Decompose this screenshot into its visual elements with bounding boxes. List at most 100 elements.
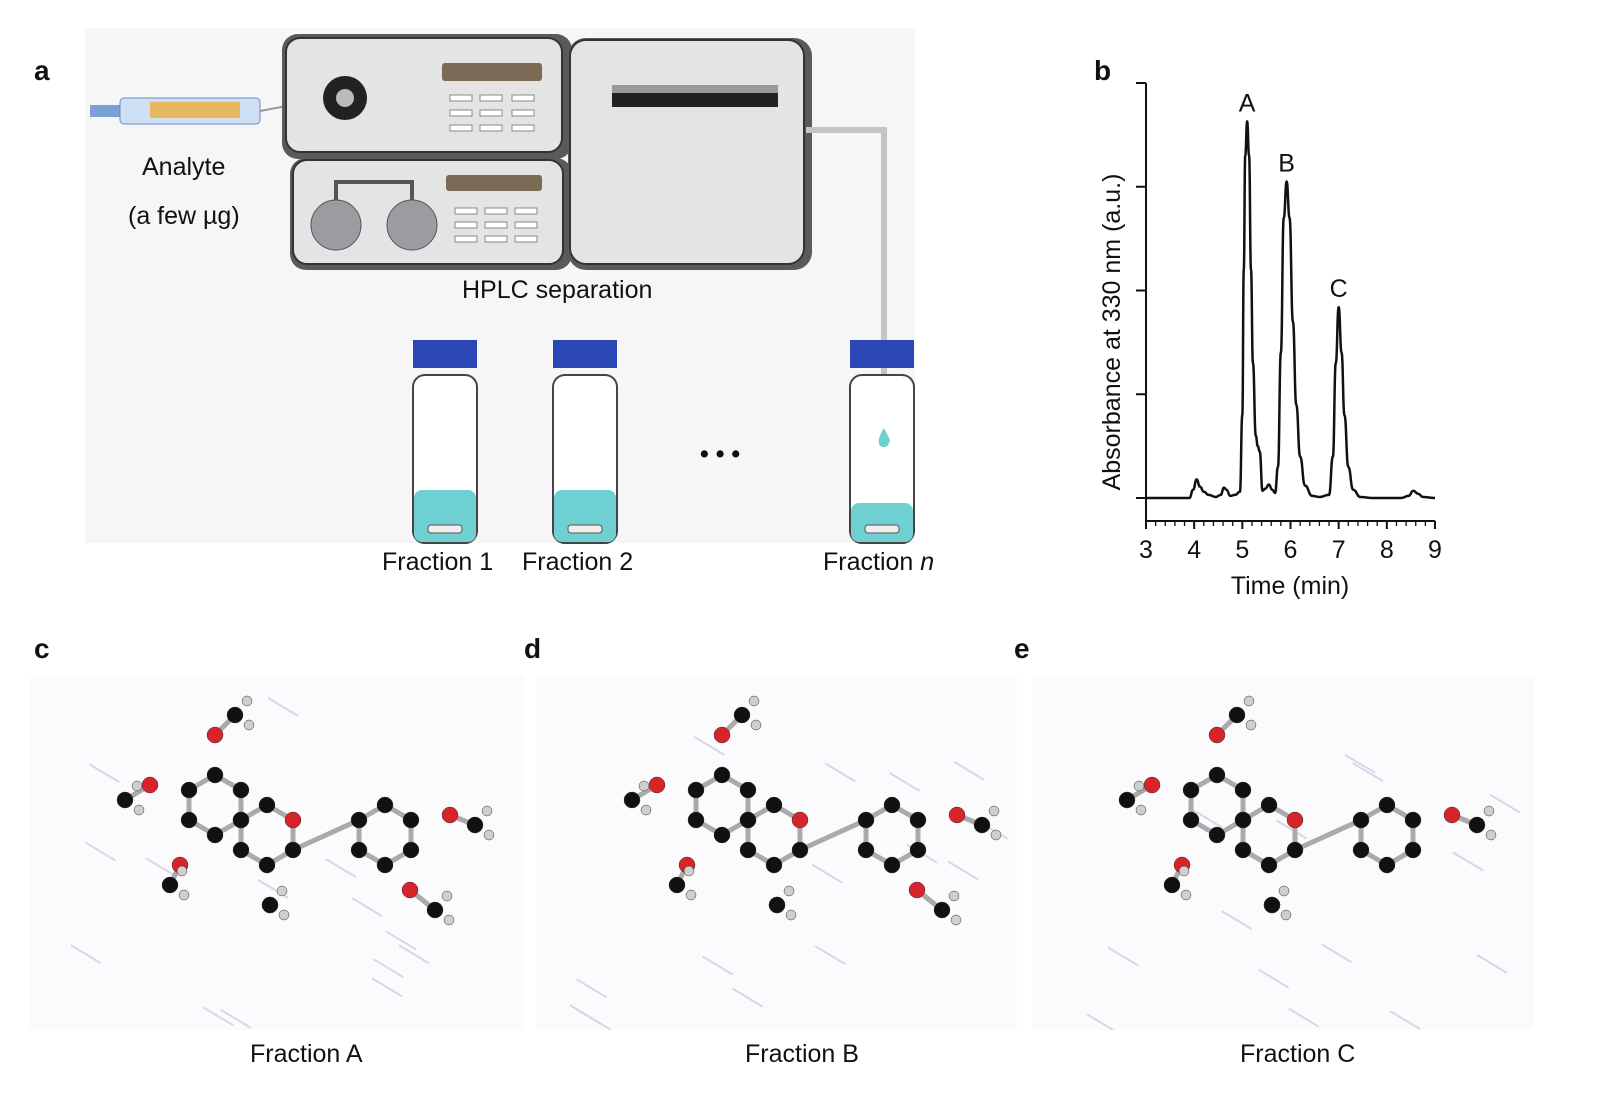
carbon-atom <box>792 842 808 858</box>
fraction-n-prefix: Fraction <box>823 548 920 576</box>
y-axis-label: Absorbance at 330 nm (a.u.) <box>1098 174 1126 491</box>
carbon-atom <box>740 782 756 798</box>
carbon-atom <box>740 812 756 828</box>
carbon-atom <box>1183 812 1199 828</box>
hydrogen-atom <box>639 781 649 791</box>
hydrogen-atom <box>1181 890 1191 900</box>
carbon-atom <box>688 782 704 798</box>
caption-fraction-a: Fraction A <box>250 1040 363 1069</box>
carbon-atom <box>233 812 249 828</box>
hydrogen-atom <box>484 830 494 840</box>
carbon-atom <box>910 842 926 858</box>
peak-label-A: A <box>1239 89 1256 117</box>
carbon-atom <box>1405 812 1421 828</box>
hydrogen-atom <box>991 830 1001 840</box>
oxygen-atom <box>949 807 965 823</box>
oxygen-atom <box>1144 777 1160 793</box>
carbon-atom <box>769 897 785 913</box>
carbon-atom <box>1405 842 1421 858</box>
hydrogen-atom <box>1134 781 1144 791</box>
molecule-background <box>1032 675 1534 1030</box>
carbon-atom <box>162 877 178 893</box>
hydrogen-atom <box>242 696 252 706</box>
hydrogen-atom <box>1244 696 1254 706</box>
hplc-injector-unit <box>282 34 572 159</box>
peak-label-B: B <box>1278 150 1295 178</box>
x-tick-label: 9 <box>1428 536 1442 564</box>
carbon-atom <box>262 897 278 913</box>
carbon-atom <box>377 857 393 873</box>
carbon-atom <box>1119 792 1135 808</box>
carbon-atom <box>1164 877 1180 893</box>
hydrogen-atom <box>1279 886 1289 896</box>
molecule-fraction-c <box>1032 675 1534 1030</box>
molecule-fraction-b <box>537 675 1017 1030</box>
x-tick-label: 8 <box>1380 536 1394 564</box>
hydrogen-atom <box>1136 805 1146 815</box>
carbon-atom <box>1235 812 1251 828</box>
hydrogen-atom <box>444 915 454 925</box>
hydrogen-atom <box>132 781 142 791</box>
ellipsis: • • • <box>700 440 740 469</box>
hydrogen-atom <box>179 890 189 900</box>
oxygen-atom <box>1287 812 1303 828</box>
hydrogen-atom <box>749 696 759 706</box>
carbon-atom <box>233 842 249 858</box>
hydrogen-atom <box>1281 910 1291 920</box>
carbon-atom <box>351 842 367 858</box>
carbon-atom <box>1353 842 1369 858</box>
carbon-atom <box>934 902 950 918</box>
x-tick-label: 6 <box>1284 536 1298 564</box>
carbon-atom <box>117 792 133 808</box>
carbon-atom <box>884 797 900 813</box>
hplc-label: HPLC separation <box>462 276 652 305</box>
hydrogen-atom <box>686 890 696 900</box>
carbon-atom <box>1235 842 1251 858</box>
carbon-atom <box>766 857 782 873</box>
hydrogen-atom <box>641 805 651 815</box>
carbon-atom <box>1209 827 1225 843</box>
analyte-amount: (a few µg) <box>128 202 240 231</box>
oxygen-atom <box>207 727 223 743</box>
hydrogen-atom <box>784 886 794 896</box>
carbon-atom <box>181 782 197 798</box>
hplc-pump-unit <box>290 158 572 270</box>
oxygen-atom <box>442 807 458 823</box>
caption-fraction-b: Fraction B <box>745 1040 859 1069</box>
oxygen-atom <box>1209 727 1225 743</box>
fraction-n-var: n <box>920 548 934 576</box>
hydrogen-atom <box>244 720 254 730</box>
caption-fraction-c: Fraction C <box>1240 1040 1355 1069</box>
carbon-atom <box>227 707 243 723</box>
carbon-atom <box>734 707 750 723</box>
carbon-atom <box>403 842 419 858</box>
panel-letter-d: d <box>524 633 541 665</box>
carbon-atom <box>884 857 900 873</box>
hydrogen-atom <box>751 720 761 730</box>
molecule-background <box>537 675 1017 1030</box>
carbon-atom <box>858 812 874 828</box>
carbon-atom <box>1235 782 1251 798</box>
hydrogen-atom <box>786 910 796 920</box>
carbon-atom <box>181 812 197 828</box>
carbon-atom <box>766 797 782 813</box>
carbon-atom <box>1287 842 1303 858</box>
carbon-atom <box>1261 797 1277 813</box>
hydrogen-atom <box>1179 866 1189 876</box>
panel-letter-c: c <box>34 633 50 665</box>
carbon-atom <box>467 817 483 833</box>
carbon-atom <box>1229 707 1245 723</box>
carbon-atom <box>974 817 990 833</box>
carbon-atom <box>624 792 640 808</box>
carbon-atom <box>910 812 926 828</box>
carbon-atom <box>740 842 756 858</box>
carbon-atom <box>427 902 443 918</box>
chromatogram-chart: 3 4 5 6 7 8 9ABC Absorbance at 330 nm (a.u.) T… <box>1080 60 1480 620</box>
x-axis-label: Time (min) <box>1231 572 1350 600</box>
analyte-label: Analyte <box>142 153 225 182</box>
carbon-atom <box>207 827 223 843</box>
carbon-atom <box>858 842 874 858</box>
carbon-atom <box>207 767 223 783</box>
carbon-atom <box>351 812 367 828</box>
molecule-fraction-a <box>30 675 525 1030</box>
